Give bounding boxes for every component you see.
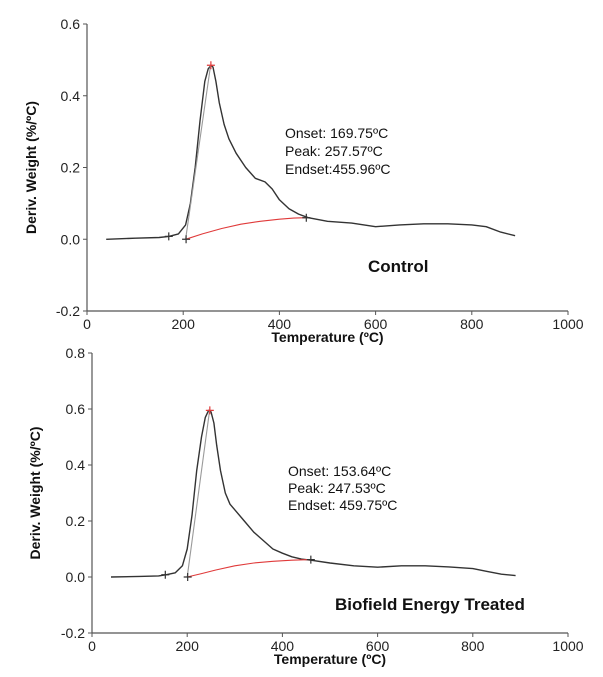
y-tick-label: 0.4 <box>61 88 81 104</box>
x-tick-label: 800 <box>461 638 485 654</box>
annotation-text: Onset: 153.64ºC <box>288 463 391 479</box>
y-tick-label: 0.0 <box>66 569 86 585</box>
x-tick-label: 800 <box>460 316 484 332</box>
x-tick-label: 1000 <box>552 316 583 332</box>
series-line-1 <box>185 217 307 240</box>
x-tick-label: 400 <box>268 316 292 332</box>
annotation-text: Endset: 459.75ºC <box>288 497 397 513</box>
y-tick-label: 0.8 <box>66 345 86 361</box>
x-tick-label: 1000 <box>552 638 583 654</box>
x-axis-title: Temperature (ºC) <box>274 651 386 667</box>
sample-label: Biofield Energy Treated <box>335 595 525 614</box>
series-line-1 <box>187 559 312 578</box>
cross-marker <box>183 573 192 581</box>
cross-marker <box>161 570 170 579</box>
y-axis-title: Deriv. Weight (%/ºC) <box>23 101 39 234</box>
series-line-0 <box>110 409 516 578</box>
y-axis-title: Deriv. Weight (%/ºC) <box>27 427 43 560</box>
y-tick-label: 0.6 <box>66 401 86 417</box>
y-tick-label: -0.2 <box>61 625 85 641</box>
series-line-0 <box>106 64 516 240</box>
series-line-2 <box>185 65 212 240</box>
annotation-text: Onset: 169.75ºC <box>285 125 388 141</box>
y-tick-label: 0.2 <box>61 160 81 176</box>
cross-marker <box>205 406 214 415</box>
cross-marker <box>206 61 215 70</box>
y-tick-label: 0.2 <box>66 513 86 529</box>
x-tick-label: 0 <box>83 316 91 332</box>
cross-marker <box>182 235 191 244</box>
annotation-text: Endset:455.96ºC <box>285 161 391 177</box>
sample-label: Control <box>368 257 428 276</box>
series-line-2 <box>186 410 211 578</box>
x-tick-label: 200 <box>172 316 196 332</box>
x-axis-title: Temperature (ºC) <box>271 329 383 345</box>
cross-marker <box>164 232 173 241</box>
y-tick-label: 0.4 <box>66 457 86 473</box>
x-tick-label: 600 <box>366 638 390 654</box>
cross-marker <box>302 213 311 222</box>
x-tick-label: 600 <box>364 316 388 332</box>
x-tick-label: 200 <box>176 638 200 654</box>
y-tick-label: 0.0 <box>61 231 81 247</box>
cross-marker <box>306 555 315 564</box>
treated-panel: 0 200 400 600 800 1000 -0.2 0.0 0.2 0.4 0.6 0.8 Temp… <box>27 345 584 667</box>
annotation-text: Peak: 247.53ºC <box>288 480 386 496</box>
x-tick-label: 0 <box>88 638 96 654</box>
y-tick-label: -0.2 <box>56 303 80 319</box>
annotation-text: Peak: 257.57ºC <box>285 143 383 159</box>
x-tick-label: 400 <box>271 638 295 654</box>
control-panel: 0 200 400 600 800 1000 -0.2 0.0 0.2 0.4 0.6 Tempera… <box>23 16 584 345</box>
y-tick-label: 0.6 <box>61 16 81 32</box>
